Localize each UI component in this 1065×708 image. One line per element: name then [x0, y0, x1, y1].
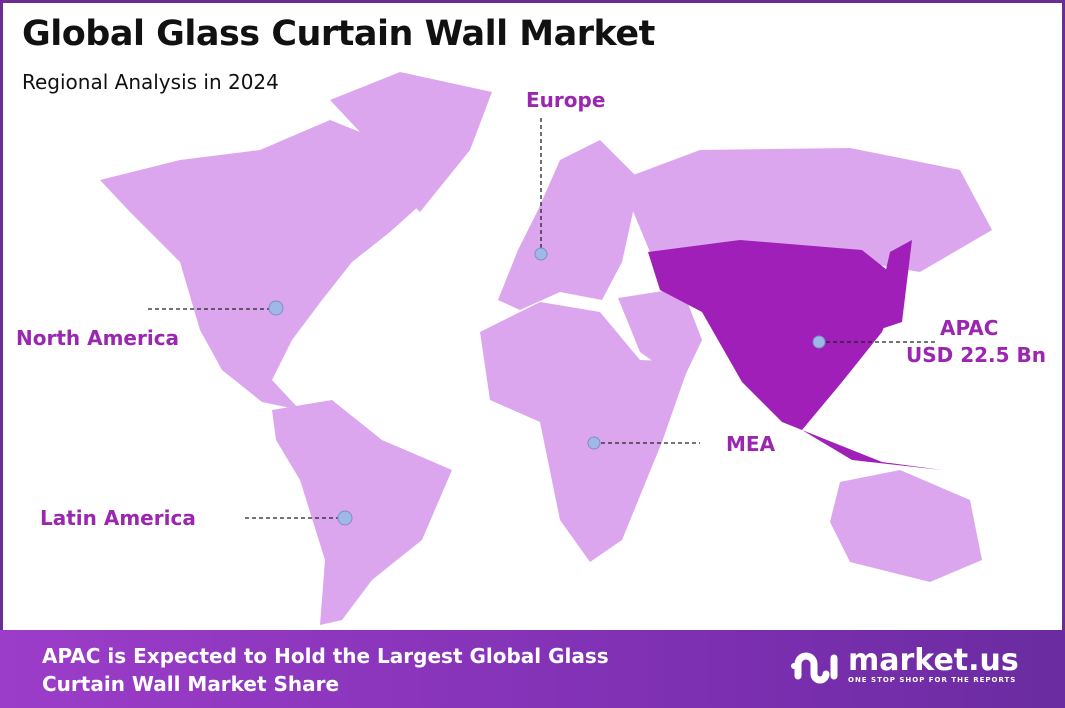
- footer-banner: APAC is Expected to Hold the Largest Glo…: [0, 630, 1065, 708]
- market-us-logo: market.us ONE STOP SHOP FOR THE REPORTS: [790, 644, 1019, 686]
- south-america-shape: [272, 400, 452, 625]
- logo-tagline: ONE STOP SHOP FOR THE REPORTS: [848, 676, 1017, 684]
- page-title: Global Glass Curtain Wall Market: [22, 14, 655, 54]
- mea-marker: [587, 436, 601, 450]
- north-america-marker: [268, 300, 284, 316]
- logo-wordmark: market.us: [848, 643, 1019, 678]
- latin-america-marker: [337, 510, 353, 526]
- logo-mark-icon: [791, 652, 838, 684]
- north-asia-shape: [620, 148, 992, 272]
- frame: [0, 0, 1065, 630]
- australia-shape: [830, 470, 982, 582]
- label-apac-value: USD 22.5 Bn: [906, 343, 1046, 367]
- label-latin-america: Latin America: [40, 506, 196, 530]
- banner-line-2: Curtain Wall Market Share: [42, 672, 340, 696]
- label-mea: MEA: [726, 432, 776, 456]
- label-north-america: North America: [16, 326, 180, 350]
- banner-text: APAC is Expected to Hold the Largest Glo…: [42, 642, 609, 698]
- europe-shape: [498, 140, 640, 310]
- europe-marker: [534, 247, 548, 261]
- label-europe: Europe: [526, 88, 606, 112]
- greenland-shape: [330, 72, 492, 212]
- world-map: [100, 72, 992, 625]
- apac-shape: [648, 240, 942, 470]
- japan-shape: [872, 240, 912, 332]
- banner-line-1: APAC is Expected to Hold the Largest Glo…: [42, 644, 609, 668]
- label-apac: APAC: [940, 316, 999, 340]
- north-america-shape: [100, 120, 420, 410]
- middle-east-shape: [618, 288, 702, 382]
- apac-marker: [812, 335, 826, 349]
- page-subtitle: Regional Analysis in 2024: [22, 70, 279, 94]
- africa-shape: [480, 302, 690, 562]
